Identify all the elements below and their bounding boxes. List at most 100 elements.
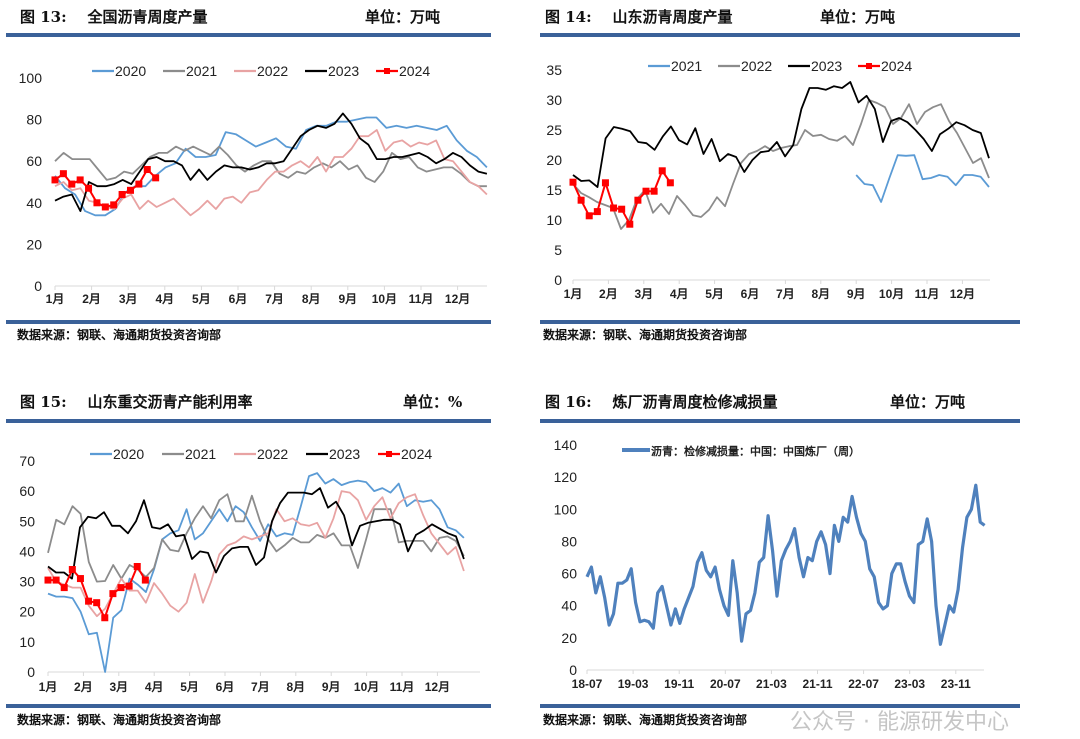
series-line-2021 bbox=[855, 154, 990, 203]
data-point-2024 bbox=[76, 575, 84, 583]
figure-16-top-rule bbox=[540, 419, 1020, 423]
x-tick-label: 2月 bbox=[74, 680, 93, 694]
legend-marker bbox=[866, 63, 872, 69]
y-tick-label: 10 bbox=[546, 212, 562, 228]
series-line-2020 bbox=[47, 472, 465, 673]
y-tick-label: 100 bbox=[19, 70, 43, 86]
data-point-2024 bbox=[135, 180, 143, 188]
x-tick-label: 7月 bbox=[776, 287, 795, 301]
x-tick-label: 21-11 bbox=[802, 677, 832, 691]
x-tick-label: 1月 bbox=[46, 292, 65, 306]
legend-label: 2022 bbox=[257, 63, 288, 79]
x-tick-label: 10月 bbox=[372, 292, 397, 306]
series-line-2021 bbox=[54, 145, 487, 188]
x-tick-label: 23-11 bbox=[941, 677, 971, 691]
x-tick-label: 9月 bbox=[847, 287, 866, 301]
legend-marker bbox=[386, 451, 392, 457]
figure-number: 图 15: bbox=[20, 393, 67, 411]
x-tick-label: 9月 bbox=[322, 680, 341, 694]
figure-title-text: 全国沥青周度产量 bbox=[87, 8, 208, 26]
data-point-2024 bbox=[117, 584, 125, 592]
legend-label: 2020 bbox=[115, 63, 146, 79]
y-tick-label: 35 bbox=[546, 62, 562, 78]
y-tick-label: 30 bbox=[546, 92, 562, 108]
x-tick-label: 6月 bbox=[741, 287, 760, 301]
figure-13-bottom-rule bbox=[6, 320, 491, 324]
x-tick-label: 5月 bbox=[180, 680, 199, 694]
figure-number: 图 14: bbox=[545, 8, 592, 26]
y-tick-label: 40 bbox=[19, 543, 35, 559]
x-tick-label: 2月 bbox=[599, 287, 618, 301]
series-line-2020 bbox=[54, 116, 488, 217]
y-tick-label: 80 bbox=[561, 533, 577, 549]
figure-13-title: 图 13: 全国沥青周度产量 bbox=[20, 6, 208, 27]
y-tick-label: 20 bbox=[546, 152, 562, 168]
y-tick-label: 25 bbox=[546, 122, 562, 138]
series-line-2023 bbox=[572, 81, 990, 188]
y-tick-label: 120 bbox=[554, 469, 578, 485]
data-point-2024 bbox=[634, 196, 642, 204]
y-tick-label: 30 bbox=[19, 574, 35, 590]
x-tick-label: 8月 bbox=[302, 292, 321, 306]
data-point-2024 bbox=[125, 582, 133, 590]
data-point-2024 bbox=[626, 220, 634, 228]
x-tick-label: 9月 bbox=[338, 292, 357, 306]
x-tick-label: 19-03 bbox=[618, 677, 649, 691]
x-tick-label: 11月 bbox=[409, 292, 434, 306]
data-point-2024 bbox=[658, 167, 666, 175]
watermark: 公众号 · 能源研发中心 bbox=[790, 710, 1009, 735]
legend-label: 2023 bbox=[329, 446, 360, 462]
data-point-2024 bbox=[666, 179, 674, 187]
y-tick-label: 0 bbox=[554, 272, 562, 288]
y-tick-label: 20 bbox=[561, 630, 577, 646]
series-line-2024 bbox=[48, 565, 147, 619]
figure-15-unit: 单位：% bbox=[403, 393, 463, 411]
figure-16-unit: 单位：万吨 bbox=[890, 393, 966, 411]
data-point-2024 bbox=[85, 597, 93, 605]
x-tick-label: 18-07 bbox=[572, 677, 603, 691]
data-point-2024 bbox=[585, 212, 593, 220]
figure-15-title: 图 15: 山东重交沥青产能利用率 bbox=[20, 391, 253, 412]
data-point-2024 bbox=[68, 566, 76, 574]
figure-15-top-rule bbox=[6, 419, 491, 423]
legend-label: 2023 bbox=[811, 58, 842, 74]
x-tick-label: 23-03 bbox=[894, 677, 925, 691]
data-point-2024 bbox=[59, 170, 67, 178]
x-tick-label: 10月 bbox=[879, 287, 904, 301]
y-tick-label: 0 bbox=[34, 278, 42, 294]
data-point-2024 bbox=[569, 178, 577, 186]
series-line-沥青：检修减损量：中国：中国炼厂（周） bbox=[585, 483, 986, 646]
x-tick-label: 10月 bbox=[354, 680, 379, 694]
figure-title-text: 山东重交沥青产能利用率 bbox=[87, 393, 253, 411]
data-point-2024 bbox=[44, 576, 52, 584]
legend-label: 2021 bbox=[185, 446, 216, 462]
y-tick-label: 5 bbox=[554, 242, 562, 258]
legend-label: 沥青：检修减损量：中国：中国炼厂（周） bbox=[651, 444, 860, 458]
figure-14-title: 图 14: 山东沥青周度产量 bbox=[545, 6, 733, 27]
x-tick-label: 11月 bbox=[390, 680, 415, 694]
figure-13-source: 数据来源：钢联、海通期货投资咨询部 bbox=[17, 328, 222, 342]
data-point-2024 bbox=[618, 205, 626, 213]
figure-16-title: 图 16: 炼厂沥青周度检修减损量 bbox=[545, 391, 778, 412]
legend-label: 2024 bbox=[401, 446, 432, 462]
x-tick-label: 21-03 bbox=[756, 677, 787, 691]
data-point-2024 bbox=[93, 599, 101, 607]
series-line-2021 bbox=[47, 493, 465, 583]
figure-14-source: 数据来源：钢联、海通期货投资咨询部 bbox=[543, 328, 748, 342]
x-tick-label: 1月 bbox=[39, 680, 58, 694]
data-point-2024 bbox=[93, 199, 101, 207]
figure-14-unit: 单位：万吨 bbox=[820, 8, 896, 26]
y-tick-label: 100 bbox=[554, 501, 578, 517]
y-tick-label: 0 bbox=[569, 662, 577, 678]
y-tick-label: 15 bbox=[546, 182, 562, 198]
figure-number: 图 13: bbox=[20, 8, 67, 26]
x-tick-label: 7月 bbox=[265, 292, 284, 306]
chart-13: 0 20 40 60 80 100 1月 2月 3月 4月 5月 6月 7月 8月 9月 10月 11月 12月 2… bbox=[19, 63, 488, 306]
figure-16-bottom-rule bbox=[540, 704, 1020, 708]
data-point-2024 bbox=[118, 190, 126, 198]
x-tick-label: 5月 bbox=[705, 287, 724, 301]
chart-14: 0 5 10 15 20 25 30 35 1月 2月 3月 4月 5月 6月 7月 8月 9月 10月 11月 12… bbox=[546, 58, 990, 301]
x-tick-label: 4月 bbox=[145, 680, 164, 694]
y-tick-label: 80 bbox=[26, 112, 42, 128]
data-point-2024 bbox=[601, 179, 609, 187]
